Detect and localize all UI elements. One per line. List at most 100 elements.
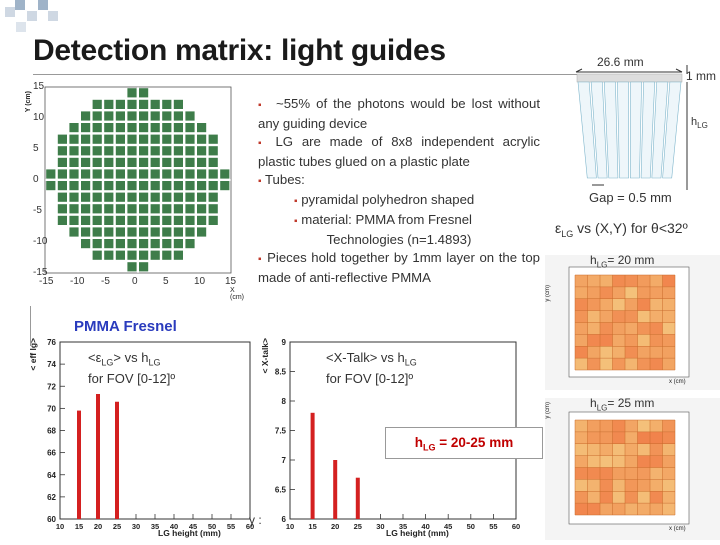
grid-y-tick: -15 — [33, 267, 48, 278]
detector-cell — [197, 146, 207, 156]
detector-cell — [150, 157, 160, 167]
detector-cell — [115, 123, 125, 133]
heatmap-cell — [637, 358, 650, 370]
layer-label: 1 mm — [686, 69, 716, 83]
detector-cell — [150, 99, 160, 109]
efficiency-map-caption: εLG vs (X,Y) for θ<32º — [555, 220, 688, 239]
detector-cell — [104, 192, 114, 202]
heatmap-cell — [637, 443, 650, 456]
efficiency-chart-title: <εLG> vs hLG for FOV [0-12]º — [88, 350, 175, 386]
chart-title-rest: > vs h — [113, 350, 149, 365]
detector-cell — [197, 215, 207, 225]
chart-title-line2: for FOV [0-12]º — [326, 370, 414, 386]
detector-cell — [139, 204, 149, 214]
heatmap-20-title: hLG= 20 mm — [590, 253, 654, 269]
y-tick-label: 66 — [47, 449, 56, 458]
detector-cell — [69, 169, 79, 179]
detector-cell — [127, 204, 137, 214]
bullet-item: ▪ LG are made of 8x8 independent acrylic… — [258, 133, 540, 171]
detector-cell — [139, 192, 149, 202]
detector-cell — [150, 111, 160, 121]
heatmap-20mm-svg — [545, 255, 720, 390]
detector-cell — [69, 134, 79, 144]
heatmap-cell — [587, 503, 600, 515]
detector-cell — [197, 192, 207, 202]
y-tick-label: 70 — [47, 404, 56, 413]
heatmap-cell — [575, 358, 588, 370]
detector-cell — [208, 169, 218, 179]
detector-cell — [162, 239, 172, 249]
bullet-text: pyramidal polyhedron shaped — [301, 192, 475, 207]
heatmap-cell — [587, 431, 600, 444]
y-tick-label: 72 — [47, 382, 56, 391]
y-tick-label: 8.5 — [275, 368, 287, 377]
detector-cell — [150, 215, 160, 225]
detector-cell — [185, 123, 195, 133]
heatmap-cell — [612, 455, 625, 468]
heatmap-cell — [662, 346, 675, 359]
bullet-item: ▪ Pieces hold together by 1mm layer on t… — [258, 249, 540, 287]
heatmap-cell — [575, 346, 588, 359]
detector-cell — [69, 192, 79, 202]
heatmap-cell — [600, 491, 613, 504]
heatmap-cell — [662, 310, 675, 323]
detector-cell — [197, 169, 207, 179]
detector-cell — [150, 192, 160, 202]
grid-x-tick: 10 — [194, 276, 206, 287]
heatmap-cell — [625, 346, 638, 359]
heatmap-cell — [587, 467, 600, 480]
detector-cell — [150, 204, 160, 214]
heatmap-cell — [587, 479, 600, 492]
heatmap-cell — [625, 322, 638, 335]
detector-cell — [150, 250, 160, 260]
detector-cell — [81, 239, 91, 249]
arrow-head — [575, 68, 583, 73]
heatmap-cell — [650, 310, 663, 323]
detector-cell — [115, 169, 125, 179]
grid-y-tick: 10 — [33, 112, 45, 123]
detector-cell — [69, 123, 79, 133]
grid-y-tick: 0 — [33, 174, 39, 185]
bullet-marker: ▪ — [258, 254, 263, 265]
light-guide-diagram — [574, 60, 720, 195]
detector-cell — [139, 169, 149, 179]
detector-cell — [127, 262, 137, 272]
detector-cell — [57, 157, 67, 167]
light-guide-svg — [575, 65, 688, 190]
detector-cell — [81, 192, 91, 202]
detector-cell — [173, 250, 183, 260]
detector-cell — [104, 227, 114, 237]
slide-title: Detection matrix: light guides — [33, 34, 446, 67]
grid-y-tick: -10 — [33, 236, 48, 247]
detector-cell — [220, 169, 230, 179]
detector-cell — [57, 181, 67, 191]
detector-cell — [81, 227, 91, 237]
detector-cell — [162, 169, 172, 179]
detector-cell — [92, 134, 102, 144]
grid-x-tick: -5 — [101, 276, 110, 287]
gamma-glyph: γ : — [249, 513, 262, 527]
heatmap-cell — [650, 322, 663, 335]
heatmap-cell — [650, 455, 663, 468]
detector-cell — [162, 215, 172, 225]
h-sub: LG — [596, 260, 608, 270]
heatmap-cell — [575, 467, 588, 480]
detector-cell — [57, 215, 67, 225]
deco-square — [16, 22, 26, 32]
heatmap-cell — [575, 334, 588, 347]
detector-cell — [81, 181, 91, 191]
detector-cell — [81, 157, 91, 167]
light-guide-tube — [590, 81, 608, 179]
heatmap-cell — [575, 443, 588, 456]
detector-cell — [185, 157, 195, 167]
grid-y-tick: 5 — [33, 143, 39, 154]
heatmap-cell — [600, 503, 613, 515]
detector-cell — [162, 99, 172, 109]
detector-cell — [127, 123, 137, 133]
chart-title-sub2: LG — [148, 357, 161, 368]
x-tick-label: 35 — [151, 522, 159, 531]
x-tick-label: 15 — [308, 522, 316, 531]
x-tick-label: 40 — [421, 522, 429, 531]
heatmap-cell — [662, 467, 675, 480]
heatmap-cell — [575, 298, 588, 311]
